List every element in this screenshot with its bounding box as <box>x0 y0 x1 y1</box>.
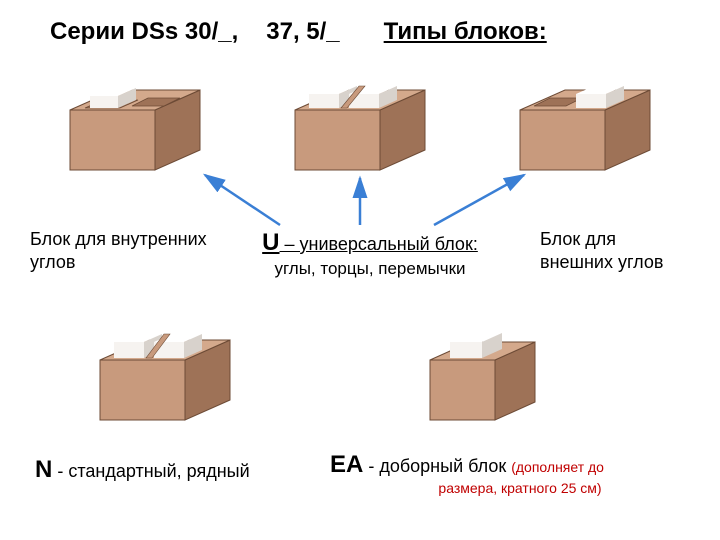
label-ea: EA - доборный блок (дополняет до размера… <box>330 450 710 498</box>
block-outer-corners <box>510 70 660 180</box>
ea-text: - доборный блок <box>363 456 511 476</box>
ea-line1: EA - доборный блок (дополняет до <box>330 450 710 480</box>
label-u-sub: углы, торцы, перемычки <box>240 258 500 279</box>
header-row: Серии DSs 30/_, 37, 5/_ Типы блоков: <box>0 18 720 46</box>
block-standard-n <box>90 320 240 430</box>
series-mid: 37, 5/_ <box>266 18 339 46</box>
u-text: – универсальный блок: <box>280 234 478 254</box>
label-n: N - стандартный, рядный <box>35 455 250 485</box>
ea-prefix: EA <box>330 451 363 478</box>
block-universal <box>285 70 435 180</box>
block-inner-corners <box>60 70 210 180</box>
label-inner-l2: углов <box>30 251 207 274</box>
label-outer-corners: Блок для внешних углов <box>540 228 663 273</box>
label-outer-l1: Блок для <box>540 228 663 251</box>
u-prefix: U <box>262 229 279 256</box>
series-prefix: Серии DSs 30/_, <box>50 18 238 46</box>
label-u-line: U – универсальный блок: <box>240 228 500 258</box>
label-inner-corners: Блок для внутренних углов <box>30 228 207 273</box>
label-universal: U – универсальный блок: углы, торцы, пер… <box>240 228 500 279</box>
block-ea <box>420 320 550 430</box>
ea-paren2: размера, кратного 25 см) <box>330 480 710 498</box>
n-text: - стандартный, рядный <box>52 461 249 481</box>
label-inner-l1: Блок для внутренних <box>30 228 207 251</box>
n-prefix: N <box>35 456 52 483</box>
types-label: Типы блоков: <box>384 18 547 46</box>
label-outer-l2: внешних углов <box>540 251 663 274</box>
ea-paren1: (дополняет до <box>511 459 604 475</box>
